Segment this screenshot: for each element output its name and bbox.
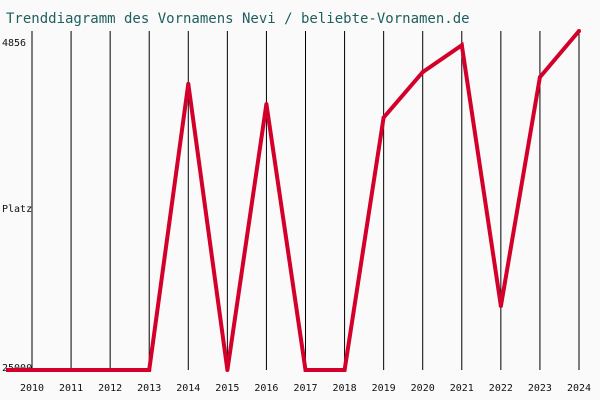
x-tick-2024: 2024 [567,383,591,394]
x-tick-labels: 2010 2011 2012 2013 2014 2015 2016 2017 2018 2019… [20,383,591,394]
data-point-2022 [498,304,503,309]
data-point-2020 [420,70,425,75]
data-point-2012 [108,368,113,372]
chart-title: Trenddiagramm des Vornamens Nevi / belie… [6,11,470,27]
data-point-2013 [147,368,152,372]
y-axis-label: Platz [2,204,32,215]
x-tick-2011: 2011 [59,383,83,394]
data-point-2011 [69,368,74,372]
y-tick-top: 4856 [2,38,26,49]
x-tick-2018: 2018 [333,383,357,394]
x-tick-2021: 2021 [450,383,474,394]
data-point-2016 [264,102,269,107]
x-tick-2014: 2014 [176,383,200,394]
series-line [6,29,581,372]
x-tick-2013: 2013 [137,383,161,394]
x-tick-2016: 2016 [254,383,278,394]
x-tick-2015: 2015 [215,383,239,394]
data-point-2015 [225,368,230,372]
data-point-2024 [577,29,581,33]
data-point-2019 [381,115,386,120]
x-tick-2019: 2019 [372,383,396,394]
x-tick-2023: 2023 [528,383,552,394]
data-point-2017 [303,368,308,372]
grid-lines [31,31,580,370]
data-point-2018 [342,368,347,372]
x-tick-2022: 2022 [489,383,513,394]
data-point-2021 [459,43,464,48]
data-point-2014 [186,81,191,86]
x-tick-2017: 2017 [293,383,317,394]
data-point-2010 [30,368,34,372]
x-tick-2012: 2012 [98,383,122,394]
x-tick-2010: 2010 [20,383,44,394]
data-point-2023 [537,75,542,80]
x-tick-2020: 2020 [411,383,435,394]
